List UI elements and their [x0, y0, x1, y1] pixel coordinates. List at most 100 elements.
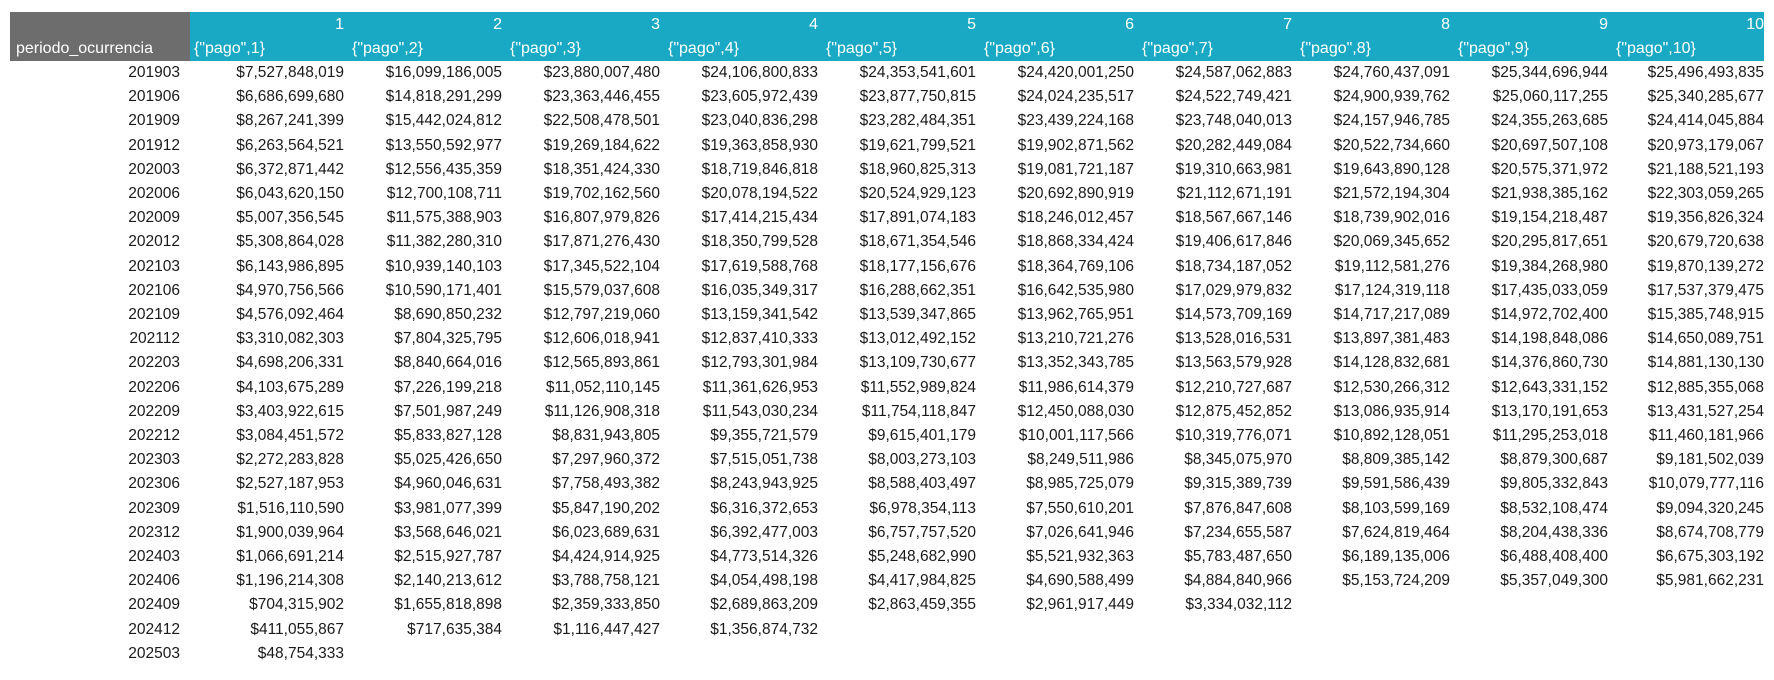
- value-cell[interactable]: $16,288,662,351: [859, 281, 976, 299]
- value-cell[interactable]: $18,350,799,528: [701, 233, 818, 251]
- value-cell[interactable]: $21,112,671,191: [1176, 185, 1292, 203]
- column-number-header[interactable]: 1: [335, 15, 344, 33]
- period-cell[interactable]: 202006: [128, 185, 180, 203]
- value-cell[interactable]: $19,384,268,980: [1491, 257, 1608, 275]
- value-cell[interactable]: $6,043,620,150: [236, 185, 344, 203]
- column-label-header[interactable]: {"pago",6}: [984, 40, 1055, 57]
- value-cell[interactable]: $18,671,354,546: [859, 233, 976, 251]
- value-cell[interactable]: $1,356,874,732: [710, 620, 818, 638]
- value-cell[interactable]: $21,188,521,193: [1647, 160, 1764, 178]
- value-cell[interactable]: $704,315,902: [249, 596, 344, 614]
- value-cell[interactable]: $13,431,527,254: [1647, 402, 1764, 420]
- value-cell[interactable]: $6,316,372,653: [710, 499, 818, 517]
- value-cell[interactable]: $5,007,356,545: [236, 209, 344, 227]
- value-cell[interactable]: $3,403,922,615: [236, 402, 344, 420]
- value-cell[interactable]: $7,234,655,587: [1184, 523, 1292, 541]
- value-cell[interactable]: $411,055,867: [250, 620, 344, 638]
- value-cell[interactable]: $23,439,224,168: [1017, 112, 1134, 130]
- column-number-header[interactable]: 6: [1125, 15, 1134, 33]
- value-cell[interactable]: $7,527,848,019: [236, 64, 344, 82]
- value-cell[interactable]: $19,702,162,560: [543, 185, 660, 203]
- value-cell[interactable]: $23,282,484,351: [859, 112, 976, 130]
- value-cell[interactable]: $11,126,908,318: [544, 402, 660, 420]
- value-cell[interactable]: $2,961,917,449: [1026, 596, 1134, 614]
- value-cell[interactable]: $4,576,092,464: [236, 306, 344, 324]
- value-cell[interactable]: $19,902,871,562: [1017, 136, 1134, 154]
- value-cell[interactable]: $8,249,511,986: [1027, 451, 1134, 469]
- period-cell[interactable]: 202003: [128, 160, 180, 178]
- value-cell[interactable]: $20,697,507,108: [1491, 136, 1608, 154]
- value-cell[interactable]: $24,900,939,762: [1333, 88, 1450, 106]
- period-cell[interactable]: 202212: [128, 427, 180, 445]
- value-cell[interactable]: $12,606,018,941: [543, 330, 660, 348]
- value-cell[interactable]: $8,003,273,103: [868, 451, 976, 469]
- value-cell[interactable]: $20,692,890,919: [1017, 185, 1134, 203]
- value-cell[interactable]: $4,970,756,566: [236, 281, 344, 299]
- value-cell[interactable]: $6,023,689,631: [552, 523, 660, 541]
- value-cell[interactable]: $10,892,128,051: [1333, 427, 1450, 445]
- value-cell[interactable]: $4,424,914,925: [552, 548, 660, 566]
- value-cell[interactable]: $23,040,836,298: [701, 112, 818, 130]
- period-cell[interactable]: 202412: [128, 620, 180, 638]
- value-cell[interactable]: $13,550,592,977: [385, 136, 502, 154]
- value-cell[interactable]: $12,556,435,359: [385, 160, 502, 178]
- value-cell[interactable]: $4,690,588,499: [1026, 572, 1134, 590]
- value-cell[interactable]: $13,352,343,785: [1017, 354, 1134, 372]
- value-cell[interactable]: $13,563,579,928: [1175, 354, 1292, 372]
- value-cell[interactable]: $2,515,927,787: [394, 548, 502, 566]
- value-cell[interactable]: $8,840,664,016: [394, 354, 502, 372]
- value-cell[interactable]: $13,962,765,951: [1017, 306, 1134, 324]
- period-cell[interactable]: 202103: [128, 257, 180, 275]
- value-cell[interactable]: $4,054,498,198: [710, 572, 818, 590]
- value-cell[interactable]: $20,575,371,972: [1491, 160, 1608, 178]
- value-cell[interactable]: $21,572,194,304: [1333, 185, 1450, 203]
- value-cell[interactable]: $1,655,818,898: [394, 596, 502, 614]
- period-cell[interactable]: 202309: [128, 499, 180, 517]
- value-cell[interactable]: $16,035,349,317: [701, 281, 818, 299]
- value-cell[interactable]: $6,189,135,006: [1342, 548, 1450, 566]
- column-label-header[interactable]: {"pago",4}: [668, 40, 739, 57]
- column-number-header[interactable]: 2: [493, 15, 502, 33]
- value-cell[interactable]: $14,972,702,400: [1491, 306, 1608, 324]
- value-cell[interactable]: $17,871,276,430: [543, 233, 660, 251]
- value-cell[interactable]: $20,524,929,123: [859, 185, 976, 203]
- value-cell[interactable]: $17,891,074,183: [859, 209, 976, 227]
- value-cell[interactable]: $23,880,007,480: [543, 64, 660, 82]
- value-cell[interactable]: $12,700,108,711: [386, 185, 502, 203]
- value-cell[interactable]: $7,226,199,218: [394, 378, 502, 396]
- value-cell[interactable]: $6,675,303,192: [1656, 548, 1764, 566]
- value-cell[interactable]: $9,591,586,439: [1342, 475, 1450, 493]
- value-cell[interactable]: $6,978,354,113: [869, 499, 976, 517]
- period-cell[interactable]: 202306: [128, 475, 180, 493]
- value-cell[interactable]: $9,355,721,579: [710, 427, 818, 445]
- value-cell[interactable]: $13,528,016,531: [1175, 330, 1292, 348]
- value-cell[interactable]: $14,881,130,130: [1647, 354, 1764, 372]
- value-cell[interactable]: $25,060,117,255: [1492, 88, 1608, 106]
- value-cell[interactable]: $13,159,341,542: [701, 306, 818, 324]
- value-cell[interactable]: $19,356,826,324: [1647, 209, 1764, 227]
- value-cell[interactable]: $23,605,972,439: [701, 88, 818, 106]
- value-cell[interactable]: $25,496,493,835: [1647, 64, 1764, 82]
- value-cell[interactable]: $9,094,320,245: [1656, 499, 1764, 517]
- value-cell[interactable]: $5,521,932,363: [1026, 548, 1134, 566]
- value-cell[interactable]: $7,876,847,608: [1184, 499, 1292, 517]
- value-cell[interactable]: $12,210,727,687: [1175, 378, 1292, 396]
- period-cell[interactable]: 202403: [128, 548, 180, 566]
- value-cell[interactable]: $8,267,241,399: [236, 112, 344, 130]
- column-label-header[interactable]: {"pago",1}: [194, 40, 265, 57]
- value-cell[interactable]: $24,760,437,091: [1333, 64, 1450, 82]
- value-cell[interactable]: $8,985,725,079: [1026, 475, 1134, 493]
- value-cell[interactable]: $2,140,213,612: [394, 572, 502, 590]
- value-cell[interactable]: $4,960,046,631: [394, 475, 502, 493]
- value-cell[interactable]: $1,116,447,427: [553, 620, 660, 638]
- value-cell[interactable]: $19,621,799,521: [859, 136, 976, 154]
- value-cell[interactable]: $5,357,049,300: [1500, 572, 1608, 590]
- value-cell[interactable]: $7,758,493,382: [552, 475, 660, 493]
- value-cell[interactable]: $18,960,825,313: [859, 160, 976, 178]
- value-cell[interactable]: $24,587,062,883: [1175, 64, 1292, 82]
- value-cell[interactable]: $14,128,832,681: [1333, 354, 1450, 372]
- value-cell[interactable]: $24,355,263,685: [1491, 112, 1608, 130]
- value-cell[interactable]: $7,624,819,464: [1342, 523, 1450, 541]
- period-cell[interactable]: 202012: [128, 233, 180, 251]
- value-cell[interactable]: $4,417,984,825: [868, 572, 976, 590]
